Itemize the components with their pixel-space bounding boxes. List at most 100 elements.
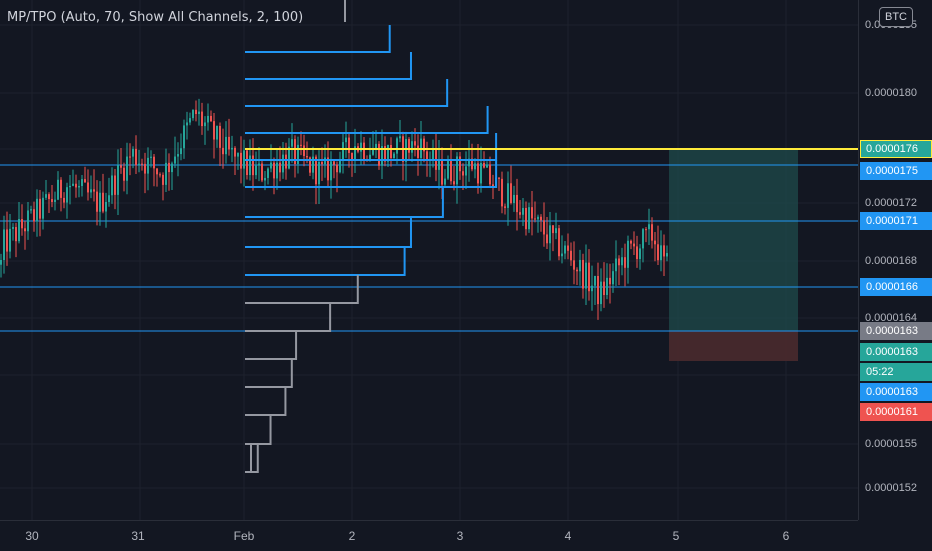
candle bbox=[12, 223, 14, 241]
candle bbox=[294, 135, 296, 178]
candle bbox=[258, 146, 260, 182]
candle bbox=[390, 137, 392, 167]
candle bbox=[3, 215, 5, 274]
time-label: 6 bbox=[782, 529, 790, 543]
candle bbox=[657, 225, 659, 265]
candle bbox=[465, 151, 467, 189]
candle bbox=[261, 160, 263, 183]
candle bbox=[345, 121, 347, 158]
candle bbox=[537, 214, 539, 233]
candle bbox=[24, 220, 26, 250]
tpo-row-10 bbox=[245, 275, 359, 304]
price-chart[interactable] bbox=[0, 0, 858, 520]
candle bbox=[603, 262, 605, 308]
candle bbox=[276, 149, 278, 190]
price-tag[interactable]: 0.0000166 bbox=[860, 278, 932, 296]
candle bbox=[666, 245, 668, 262]
candle bbox=[273, 157, 275, 195]
candle bbox=[516, 178, 518, 231]
candle bbox=[411, 131, 413, 162]
tpo-row-6 bbox=[245, 160, 498, 188]
candle bbox=[54, 191, 56, 211]
candle bbox=[528, 202, 530, 233]
currency-badge[interactable]: BTC bbox=[879, 7, 913, 27]
candle bbox=[288, 138, 290, 170]
candle bbox=[555, 212, 557, 240]
candle bbox=[78, 180, 80, 198]
candle bbox=[48, 192, 50, 214]
candle bbox=[99, 181, 101, 226]
candle bbox=[531, 190, 533, 236]
price-tag[interactable]: 0.0000161 bbox=[860, 403, 932, 421]
candle bbox=[618, 255, 620, 286]
candle bbox=[204, 116, 206, 145]
candle bbox=[534, 201, 536, 223]
price-axis[interactable]: 0.00001850.00001800.00001760.00001720.00… bbox=[858, 0, 932, 520]
candle bbox=[504, 203, 506, 215]
candle bbox=[333, 160, 335, 179]
time-axis[interactable]: 30 31 Feb 2 3 4 5 6 bbox=[0, 520, 858, 551]
candle bbox=[66, 182, 68, 219]
price-tag[interactable]: 0.0000163 bbox=[860, 343, 932, 361]
price-tag[interactable]: 0.0000171 bbox=[860, 212, 932, 230]
tpo-row-4 bbox=[245, 106, 489, 134]
candle bbox=[9, 213, 11, 259]
candle bbox=[570, 242, 572, 266]
candle bbox=[576, 267, 578, 285]
candle bbox=[330, 151, 332, 199]
candle bbox=[96, 180, 98, 226]
price-tick-label: 0.0000152 bbox=[865, 482, 917, 494]
candle bbox=[186, 111, 188, 140]
target-zone[interactable] bbox=[669, 149, 798, 331]
candle bbox=[624, 243, 626, 287]
candle bbox=[213, 113, 215, 159]
candle bbox=[318, 150, 320, 204]
candle bbox=[33, 201, 35, 232]
candle bbox=[201, 102, 203, 135]
candle bbox=[600, 268, 602, 312]
candle bbox=[471, 143, 473, 172]
candle bbox=[93, 169, 95, 202]
candle bbox=[51, 184, 53, 208]
candle bbox=[540, 214, 542, 232]
candle bbox=[510, 165, 512, 205]
price-tag[interactable]: 0.0000175 bbox=[860, 162, 932, 180]
candle bbox=[552, 224, 554, 252]
candle bbox=[585, 244, 587, 306]
candle bbox=[498, 177, 500, 191]
candle bbox=[150, 150, 152, 168]
stop-zone[interactable] bbox=[669, 331, 798, 361]
candle bbox=[219, 122, 221, 167]
candle bbox=[108, 177, 110, 207]
candle bbox=[591, 265, 593, 311]
candle bbox=[321, 147, 323, 181]
candle bbox=[609, 263, 611, 304]
candle bbox=[339, 151, 341, 174]
candle bbox=[351, 152, 353, 177]
candle bbox=[489, 156, 491, 187]
candle bbox=[312, 146, 314, 180]
candle bbox=[153, 153, 155, 187]
position-zones bbox=[669, 149, 798, 361]
price-tick-label: 0.0000172 bbox=[865, 197, 917, 209]
candle bbox=[507, 171, 509, 226]
chart-area[interactable]: MP/TPO (Auto, 70, Show All Channels, 2, … bbox=[0, 0, 858, 520]
candle bbox=[384, 136, 386, 167]
candle bbox=[105, 192, 107, 228]
candle bbox=[159, 172, 161, 178]
candle bbox=[111, 167, 113, 204]
indicator-title[interactable]: MP/TPO (Auto, 70, Show All Channels, 2, … bbox=[7, 10, 304, 25]
price-tag[interactable]: 0.0000176 bbox=[860, 140, 932, 158]
tpo-row-8 bbox=[245, 217, 412, 248]
price-tag[interactable]: 05:22 bbox=[860, 363, 932, 381]
grid-lines bbox=[0, 0, 858, 520]
candlesticks bbox=[0, 98, 668, 320]
price-tag[interactable]: 0.0000163 bbox=[860, 383, 932, 401]
candle bbox=[123, 162, 125, 192]
candle bbox=[6, 211, 8, 266]
tpo-profile bbox=[245, 0, 858, 473]
candle bbox=[15, 222, 17, 258]
candle bbox=[57, 171, 59, 201]
candle bbox=[162, 172, 164, 201]
price-tag[interactable]: 0.0000163 bbox=[860, 322, 932, 340]
